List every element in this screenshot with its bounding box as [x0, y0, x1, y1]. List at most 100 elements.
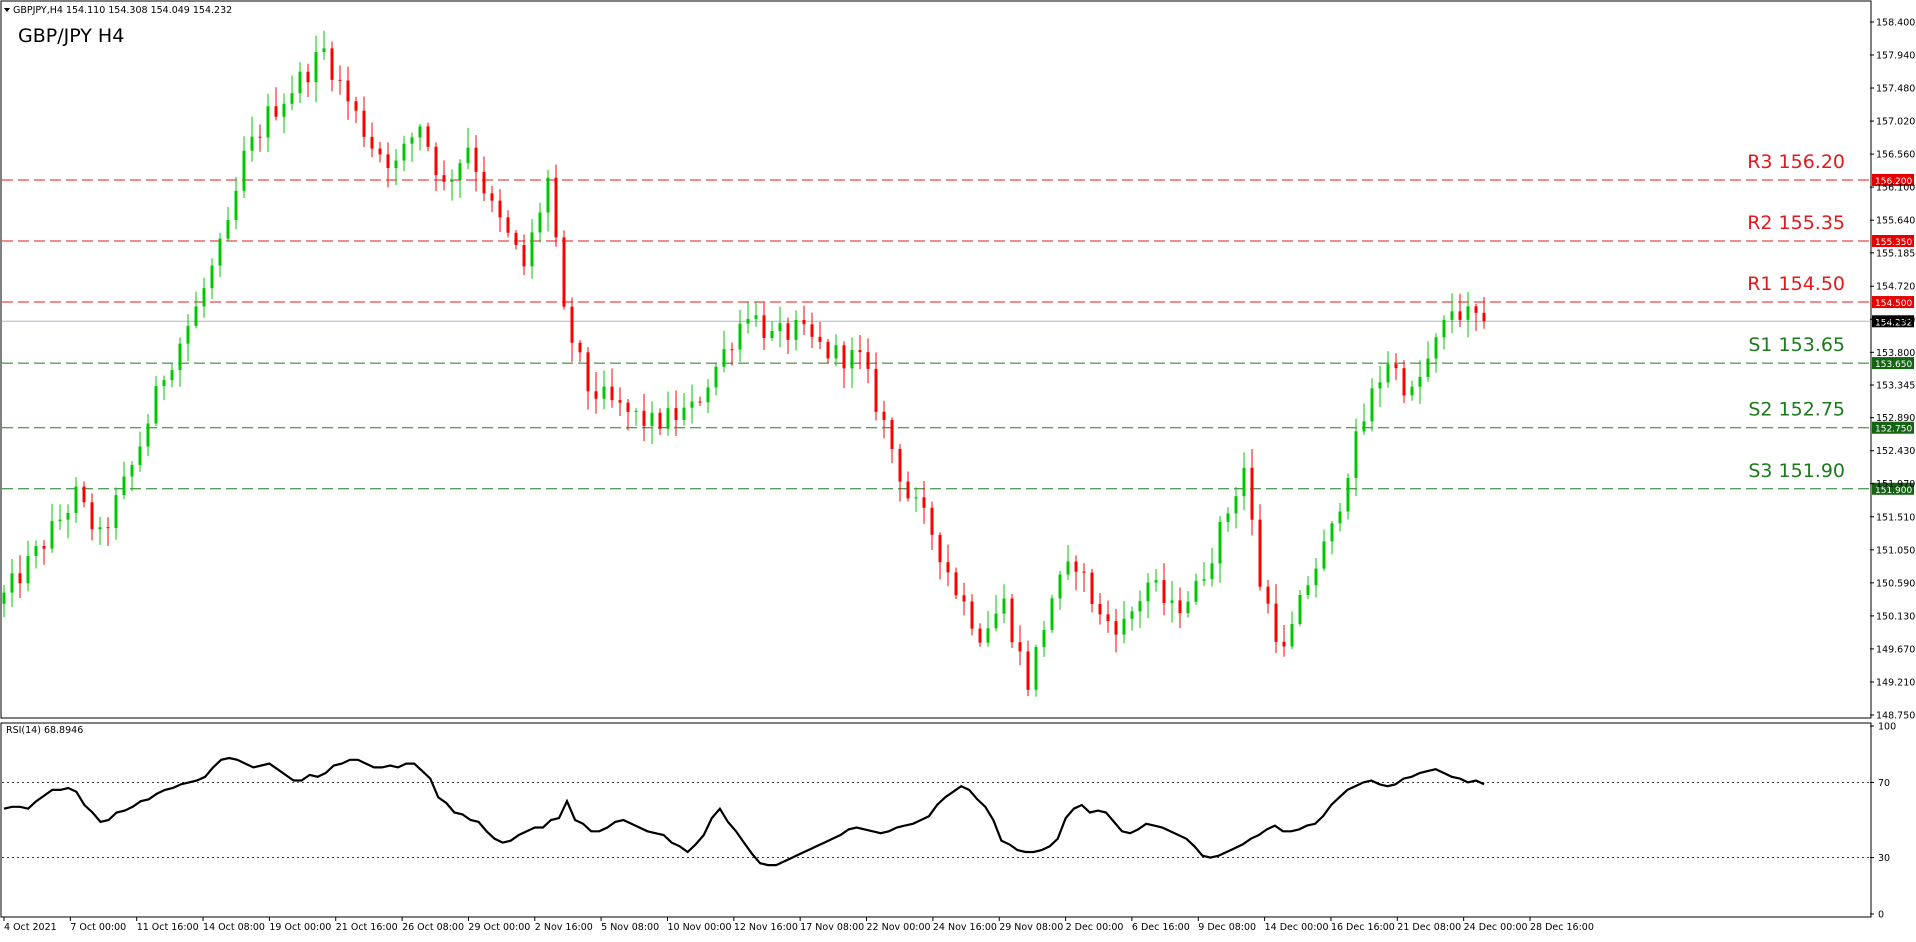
chart-title: GBP/JPY H4 — [18, 25, 124, 47]
candle-body — [730, 349, 734, 351]
candle — [666, 391, 670, 436]
y-tick-label: 155.185 — [1876, 248, 1915, 259]
candle-body — [122, 476, 126, 496]
x-tick-label: 21 Oct 16:00 — [336, 922, 398, 933]
candle — [402, 135, 406, 172]
candle — [202, 277, 206, 318]
level-tag-text-r1: 154.500 — [1875, 299, 1912, 309]
candle-body — [1354, 431, 1358, 479]
x-tick-label: 16 Dec 16:00 — [1331, 922, 1395, 933]
symbol-info: GBPJPY,H4 154.110 154.308 154.049 154.23… — [13, 5, 232, 16]
candle-body — [1306, 585, 1310, 595]
candle-body — [1234, 496, 1238, 514]
level-label-r1: R1 154.50 — [1747, 273, 1845, 295]
candle — [986, 610, 990, 647]
candle-body — [834, 345, 838, 359]
x-tick-label: 17 Nov 08:00 — [800, 922, 864, 933]
candle-body — [82, 486, 86, 503]
candle-body — [746, 318, 750, 324]
candle-body — [450, 179, 454, 182]
candle-body — [994, 613, 998, 629]
candle — [770, 321, 774, 341]
candle-body — [754, 315, 758, 319]
symbol-dropdown-icon[interactable] — [4, 8, 10, 12]
candle — [122, 461, 126, 500]
candle-body — [770, 331, 774, 338]
candle-body — [722, 349, 726, 367]
candle-body — [410, 137, 414, 144]
candle-body — [466, 147, 470, 164]
candle-body — [1314, 568, 1318, 586]
level-tag-text-s1: 153.650 — [1875, 360, 1912, 370]
candle-body — [74, 486, 78, 513]
candle-body — [1138, 601, 1142, 612]
candle — [186, 314, 190, 361]
candle-body — [682, 407, 686, 420]
candle — [1338, 502, 1342, 532]
candle-body — [426, 126, 430, 147]
candles-layer — [2, 30, 1486, 697]
candle-body — [66, 512, 70, 520]
candle — [1162, 563, 1166, 616]
candle — [890, 417, 894, 464]
candle — [1090, 568, 1094, 613]
candle — [882, 400, 886, 439]
x-tick-label: 2 Dec 00:00 — [1066, 922, 1124, 933]
candle — [1450, 293, 1454, 334]
candle — [474, 135, 478, 192]
candle-body — [306, 71, 310, 83]
candle-body — [282, 103, 286, 117]
y-tick-label: 156.100 — [1876, 183, 1915, 194]
x-tick-label: 12 Nov 16:00 — [734, 922, 798, 933]
candle-body — [162, 380, 166, 387]
candle-body — [522, 245, 526, 267]
candle-body — [178, 343, 182, 371]
level-label-r3: R3 156.20 — [1747, 151, 1845, 173]
candle — [802, 305, 806, 336]
candle — [442, 160, 446, 191]
candle — [546, 169, 550, 232]
candle — [1386, 351, 1390, 388]
candle — [1394, 353, 1398, 381]
level-tag-text-s3: 151.900 — [1875, 486, 1912, 496]
level-tag-r1 — [1872, 296, 1914, 309]
candle — [1130, 606, 1134, 631]
candle — [2, 584, 6, 618]
candle-body — [258, 136, 262, 138]
x-tick-label: 14 Dec 00:00 — [1265, 922, 1329, 933]
candle-body — [1410, 386, 1414, 396]
x-tick-label: 29 Oct 00:00 — [468, 922, 530, 933]
candle-body — [1026, 651, 1030, 690]
candle-body — [802, 319, 806, 325]
candle-body — [650, 412, 654, 426]
candle — [1194, 573, 1198, 606]
candle — [1050, 594, 1054, 633]
candle-body — [1258, 519, 1262, 587]
candle — [858, 334, 862, 370]
candle — [1114, 608, 1118, 653]
candle — [1266, 579, 1270, 614]
candle — [338, 65, 342, 95]
y-tick-label: 150.130 — [1876, 611, 1915, 622]
candle — [1410, 380, 1414, 401]
candle-body — [554, 177, 558, 238]
level-label-s1: S1 153.65 — [1748, 334, 1845, 356]
candle-body — [826, 341, 830, 359]
candle — [1002, 584, 1006, 624]
candle — [1010, 593, 1014, 648]
candle-body — [250, 136, 254, 151]
candle-body — [434, 146, 438, 176]
candle — [1442, 315, 1446, 350]
candle — [1370, 378, 1374, 432]
candle-body — [1154, 580, 1158, 583]
candle — [218, 232, 222, 278]
candle-body — [546, 177, 550, 213]
candle-body — [930, 507, 934, 535]
x-tick-label: 19 Oct 00:00 — [269, 922, 331, 933]
candle-body — [1082, 571, 1086, 573]
candle — [282, 93, 286, 134]
candle — [154, 376, 158, 427]
candle — [1210, 547, 1214, 587]
